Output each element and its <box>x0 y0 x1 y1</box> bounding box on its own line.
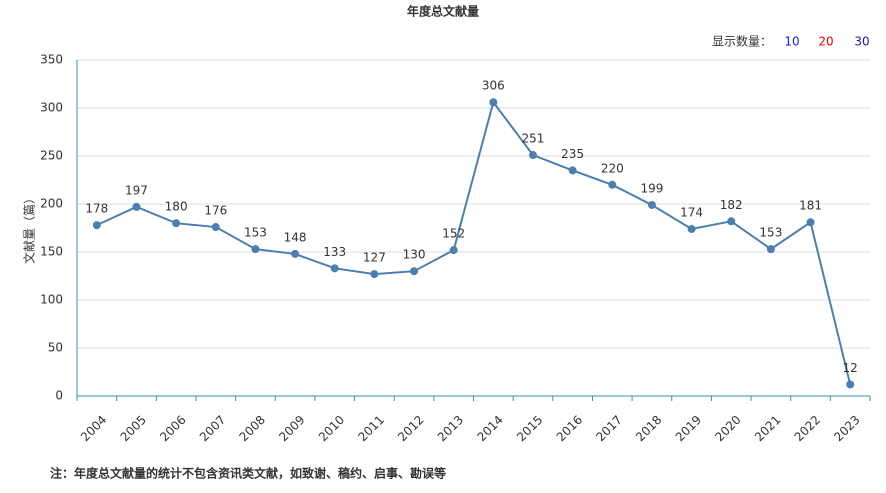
data-point <box>132 202 141 211</box>
x-tick-label: 2012 <box>395 413 426 444</box>
data-label: 152 <box>442 227 465 241</box>
data-point <box>330 264 339 273</box>
data-point <box>687 224 696 233</box>
data-label: 306 <box>482 79 505 93</box>
data-label: 181 <box>799 199 822 213</box>
data-label: 251 <box>522 132 545 146</box>
data-label: 182 <box>720 198 743 212</box>
x-tick-label: 2009 <box>276 413 307 444</box>
y-tick-label: 100 <box>40 293 63 307</box>
x-tick-label: 2020 <box>712 413 743 444</box>
data-label: 235 <box>561 147 584 161</box>
data-point <box>489 98 498 107</box>
note: 注：年度总文献量的统计不包含资讯类文献，如致谢、稿约、启事、勘误等 <box>50 466 446 481</box>
data-label: 180 <box>165 200 188 214</box>
y-tick-label: 200 <box>40 197 63 211</box>
display-option[interactable]: 30 <box>854 35 869 49</box>
data-label: 153 <box>759 226 782 240</box>
data-point <box>211 223 220 232</box>
data-point <box>568 166 577 175</box>
data-label: 174 <box>680 205 703 219</box>
x-tick-label: 2004 <box>78 413 109 444</box>
x-tick-label: 2019 <box>673 413 704 444</box>
x-tick-label: 2018 <box>633 413 664 444</box>
data-point <box>172 219 181 228</box>
chart-title: 年度总文献量 <box>407 4 479 19</box>
data-label: 176 <box>204 204 227 218</box>
data-point <box>846 380 855 389</box>
x-tick-label: 2015 <box>514 413 545 444</box>
data-label: 220 <box>601 161 624 175</box>
display-option[interactable]: 20 <box>818 35 833 49</box>
y-tick-label: 350 <box>40 53 63 67</box>
data-point <box>449 246 458 255</box>
y-tick-label: 0 <box>55 389 63 403</box>
x-tick-label: 2023 <box>831 413 862 444</box>
display-count-label: 显示数量： <box>712 34 772 49</box>
data-label: 12 <box>843 361 858 375</box>
data-point <box>608 180 617 189</box>
data-point <box>647 200 656 209</box>
x-tick-label: 2021 <box>752 413 783 444</box>
data-point <box>410 267 419 276</box>
y-tick-label: 250 <box>40 149 63 163</box>
data-label: 127 <box>363 251 386 265</box>
x-tick-label: 2022 <box>792 413 823 444</box>
x-tick-label: 2013 <box>435 413 466 444</box>
data-point <box>806 218 815 227</box>
data-label: 133 <box>323 245 346 259</box>
data-label: 148 <box>284 230 307 244</box>
data-label: 197 <box>125 183 148 197</box>
data-point <box>727 217 736 226</box>
x-tick-label: 2006 <box>157 413 188 444</box>
x-tick-label: 2008 <box>237 413 268 444</box>
x-tick-label: 2005 <box>118 413 149 444</box>
data-point <box>92 221 101 230</box>
x-tick-label: 2016 <box>554 413 585 444</box>
data-label: 130 <box>403 248 426 262</box>
data-point <box>766 245 775 254</box>
display-option[interactable]: 10 <box>784 35 799 49</box>
y-axis-label: 文献量（篇） <box>22 192 37 264</box>
series-line <box>96 99 852 385</box>
data-label: 153 <box>244 226 267 240</box>
x-tick-label: 2010 <box>316 413 347 444</box>
data-point <box>251 245 260 254</box>
x-tick-label: 2007 <box>197 413 228 444</box>
x-tick-label: 2017 <box>593 413 624 444</box>
data-point <box>291 249 300 258</box>
data-label: 199 <box>640 181 663 195</box>
data-point <box>370 270 379 279</box>
x-tick-label: 2011 <box>355 413 386 444</box>
x-tick-label: 2014 <box>474 413 505 444</box>
y-tick-label: 50 <box>48 341 63 355</box>
data-label: 178 <box>85 202 108 216</box>
data-point <box>528 151 537 160</box>
y-tick-label: 300 <box>40 101 63 115</box>
y-tick-label: 150 <box>40 245 63 259</box>
